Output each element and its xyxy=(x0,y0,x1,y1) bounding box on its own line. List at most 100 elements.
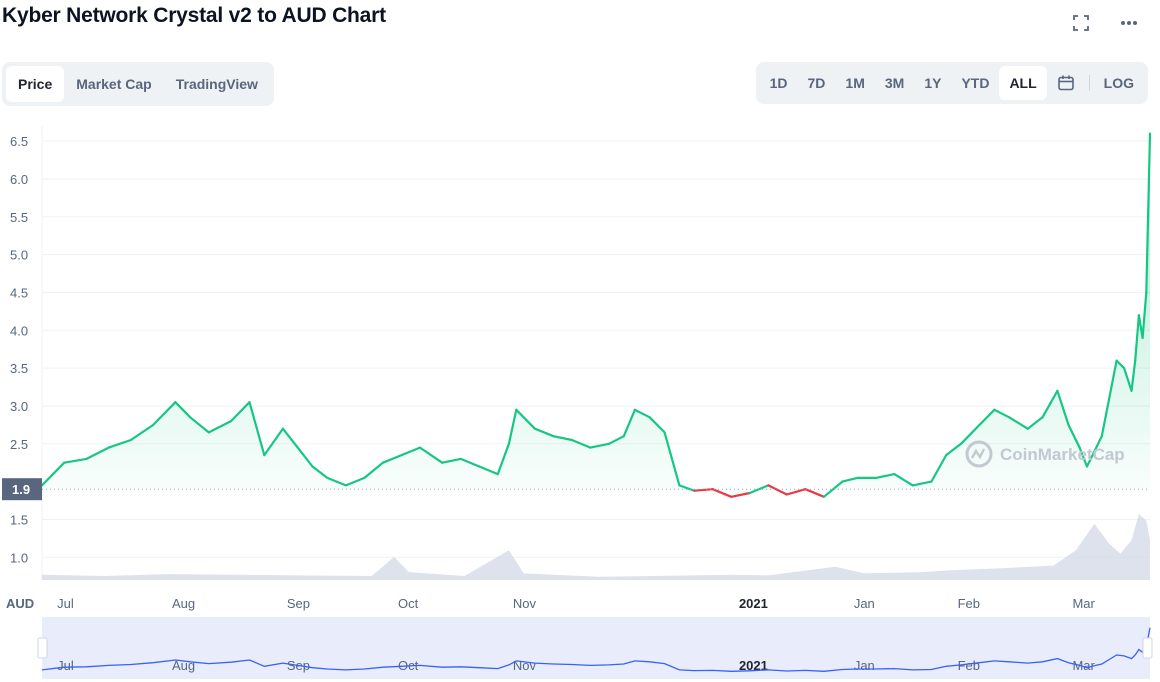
price-segment xyxy=(418,446,444,464)
range-ytd[interactable]: YTD xyxy=(961,75,990,91)
price-segment xyxy=(1067,423,1081,449)
navigator-left-handle[interactable] xyxy=(37,637,48,659)
price-segment xyxy=(107,438,132,449)
price-segment xyxy=(381,454,403,464)
volume-area xyxy=(42,514,1150,580)
price-segment xyxy=(804,488,826,498)
price-segment xyxy=(1122,367,1133,392)
log-toggle[interactable]: LOG xyxy=(1103,75,1134,91)
tab-market-cap[interactable]: Market Cap xyxy=(76,76,152,92)
y-tick-label: 4.5 xyxy=(10,285,28,300)
x-tick-label: Feb xyxy=(958,596,980,611)
price-segment xyxy=(622,408,637,438)
price-segment xyxy=(85,446,110,460)
x-tick-label: Mar xyxy=(1072,596,1095,611)
price-segment xyxy=(248,401,266,457)
price-segment xyxy=(874,473,896,479)
price-segment xyxy=(1145,132,1152,294)
price-segment xyxy=(40,461,66,487)
x-tick-label: Jan xyxy=(854,596,875,611)
y-tick-label: 3.5 xyxy=(10,361,28,376)
price-segment xyxy=(1134,314,1141,362)
range-1m[interactable]: 1M xyxy=(845,75,865,91)
y-tick-label: 2.5 xyxy=(10,437,28,452)
price-segment xyxy=(296,446,314,468)
price-segment xyxy=(507,408,518,445)
price-segment xyxy=(189,416,210,434)
price-area-fill xyxy=(42,133,1150,497)
more-icon[interactable] xyxy=(1118,12,1140,34)
price-segment xyxy=(281,427,299,449)
page-title: Kyber Network Crystal v2 to AUD Chart xyxy=(2,4,386,27)
x-tick-label: Nov xyxy=(513,596,537,611)
price-segment xyxy=(785,488,807,496)
price-segment xyxy=(263,427,284,457)
price-segment xyxy=(459,457,481,468)
price-segment xyxy=(478,465,499,476)
price-segment xyxy=(711,488,733,498)
range-1d[interactable]: 1D xyxy=(769,75,788,91)
y-tick-label: 4.0 xyxy=(10,323,28,338)
price-segment xyxy=(633,408,651,419)
price-segment xyxy=(311,465,329,479)
price-segment xyxy=(648,416,666,434)
price-segment xyxy=(1056,389,1070,426)
price-segment xyxy=(678,484,696,492)
price-segment xyxy=(822,480,844,498)
x-tick-label: 2021 xyxy=(739,596,768,611)
price-segment xyxy=(1130,359,1137,392)
price-segment xyxy=(748,484,770,495)
navigator-tick-label: 2021 xyxy=(739,658,768,673)
price-line xyxy=(40,132,1152,498)
price-segment xyxy=(1026,416,1044,430)
tab-price[interactable]: Price xyxy=(6,66,65,102)
price-segment xyxy=(570,438,592,449)
price-segment xyxy=(63,457,88,464)
y-tick-label: 6.0 xyxy=(10,172,28,187)
x-tick-label: Sep xyxy=(287,596,310,611)
price-segment xyxy=(496,442,510,476)
y-tick-label: 6.5 xyxy=(10,134,28,149)
price-segment xyxy=(1085,450,1096,468)
fullscreen-icon[interactable] xyxy=(1070,12,1092,34)
price-segment xyxy=(1041,389,1059,419)
time-range-selector: 1D 7D 1M 3M 1Y YTD ALL LOG xyxy=(755,62,1148,104)
navigator-selection[interactable] xyxy=(42,617,1150,679)
chart-toolbar xyxy=(1070,12,1140,34)
price-segment xyxy=(693,488,714,492)
x-tick-label: Jul xyxy=(57,596,74,611)
y-axis: 1.0 1.5 2.5 3.0 3.5 4.0 4.5 5.0 5.5 6.0 6.5 xyxy=(10,134,28,565)
grid-lines xyxy=(41,126,1150,580)
x-tick-label: Oct xyxy=(398,596,419,611)
navigator-tick-label: Mar xyxy=(1072,658,1095,673)
price-segment xyxy=(589,442,611,449)
y-tick-label: 1.0 xyxy=(10,550,28,565)
price-segment xyxy=(129,423,155,442)
price-segment xyxy=(893,473,914,487)
navigator[interactable]: Jul Aug Sep Oct Nov 2021 Jan Feb Mar xyxy=(37,617,1153,679)
y-tick-label: 3.0 xyxy=(10,399,28,414)
volume-fill xyxy=(42,514,1150,580)
price-segment xyxy=(174,401,192,419)
reference-price-badge: 1.9 xyxy=(2,478,42,501)
tab-tradingview[interactable]: TradingView xyxy=(175,76,258,92)
price-segment xyxy=(344,476,366,487)
price-segment xyxy=(930,454,948,483)
x-tick-label: Aug xyxy=(172,596,195,611)
calendar-icon[interactable] xyxy=(1047,66,1085,100)
coinmarketcap-watermark: CoinMarketCap xyxy=(965,440,1125,468)
navigator-right-handle[interactable] xyxy=(1142,637,1153,659)
range-3m[interactable]: 3M xyxy=(884,75,905,91)
price-segment xyxy=(663,431,681,487)
price-segment xyxy=(400,446,422,457)
navigator-tick-label: Nov xyxy=(513,658,537,673)
range-all[interactable]: ALL xyxy=(999,66,1047,100)
price-segment xyxy=(533,427,555,438)
range-7d[interactable]: 7D xyxy=(807,75,826,91)
price-chart: 1.0 1.5 2.5 3.0 3.5 4.0 4.5 5.0 5.5 6.0 6.5 1.9 Co… xyxy=(2,126,1153,679)
price-segment xyxy=(1141,291,1148,339)
range-1y[interactable]: 1Y xyxy=(924,75,942,91)
price-segment xyxy=(441,457,462,464)
reference-price-label: 1.9 xyxy=(12,482,30,497)
price-segment xyxy=(207,420,233,434)
